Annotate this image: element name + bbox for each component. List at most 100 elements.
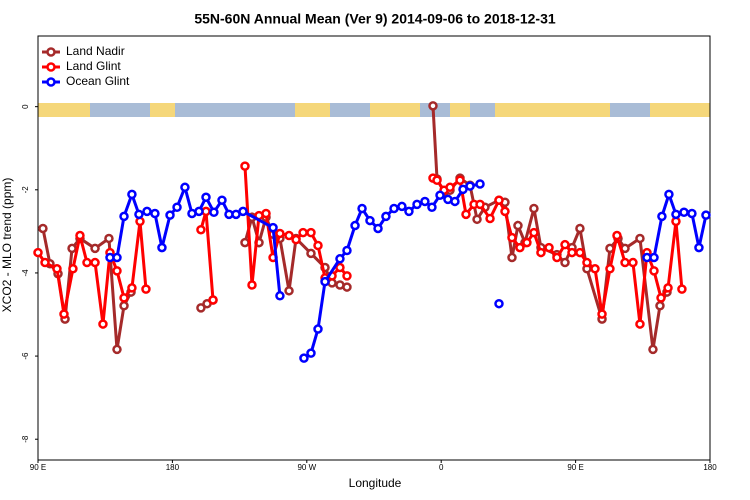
point bbox=[612, 230, 622, 241]
chart-title: 55N-60N Annual Mean (Ver 9) 2014-09-06 t… bbox=[194, 11, 556, 27]
point bbox=[119, 301, 129, 311]
x-tick-label: 90 W bbox=[297, 463, 316, 472]
point bbox=[59, 309, 69, 319]
point bbox=[52, 264, 62, 274]
y-tick-label: -8 bbox=[21, 435, 30, 443]
point bbox=[552, 252, 562, 263]
point bbox=[335, 262, 345, 273]
point bbox=[68, 264, 78, 274]
point bbox=[428, 101, 438, 111]
point bbox=[150, 208, 160, 219]
point bbox=[320, 276, 330, 287]
point bbox=[172, 202, 182, 213]
point bbox=[82, 257, 92, 268]
point bbox=[657, 211, 667, 222]
point bbox=[635, 319, 645, 329]
point bbox=[427, 202, 437, 213]
point bbox=[240, 161, 250, 171]
point bbox=[165, 210, 175, 220]
y-tick-label: -6 bbox=[21, 352, 30, 360]
point bbox=[582, 257, 592, 268]
point bbox=[299, 353, 309, 363]
point bbox=[217, 195, 227, 205]
point bbox=[38, 223, 48, 234]
point bbox=[196, 303, 206, 313]
point bbox=[196, 224, 206, 235]
point bbox=[208, 295, 218, 305]
legend-marker bbox=[46, 47, 56, 57]
point bbox=[284, 286, 294, 296]
point bbox=[590, 264, 600, 274]
x-tick-label: 90 E bbox=[30, 463, 46, 472]
point bbox=[342, 245, 352, 256]
point bbox=[475, 199, 485, 210]
point bbox=[90, 257, 100, 268]
point bbox=[529, 227, 539, 238]
point bbox=[679, 207, 689, 218]
point bbox=[268, 222, 278, 233]
point bbox=[33, 247, 43, 258]
point bbox=[275, 291, 285, 301]
point bbox=[500, 206, 510, 217]
x-axis-label: Longitude bbox=[349, 476, 402, 490]
point bbox=[560, 239, 570, 250]
point bbox=[90, 243, 100, 254]
point bbox=[306, 348, 316, 358]
y-axis-label: XCO2 - MLO trend (ppm) bbox=[0, 178, 14, 313]
point bbox=[306, 248, 316, 259]
point bbox=[40, 257, 50, 268]
point bbox=[298, 227, 308, 238]
point bbox=[104, 233, 114, 244]
point bbox=[655, 301, 665, 311]
point bbox=[119, 211, 129, 222]
point bbox=[313, 324, 323, 334]
point bbox=[306, 227, 316, 238]
point bbox=[605, 264, 615, 274]
point bbox=[455, 175, 465, 185]
point bbox=[313, 240, 323, 251]
point bbox=[112, 252, 122, 263]
point bbox=[389, 203, 399, 214]
point bbox=[458, 184, 468, 195]
point bbox=[671, 209, 681, 220]
point bbox=[261, 208, 271, 219]
point bbox=[112, 266, 122, 276]
point bbox=[284, 230, 294, 241]
point bbox=[98, 319, 108, 329]
point bbox=[450, 196, 460, 207]
point bbox=[445, 182, 455, 193]
x-tick-label: 180 bbox=[166, 463, 180, 472]
y-tick-label: 0 bbox=[21, 104, 30, 109]
point bbox=[142, 206, 152, 217]
x-tick-label: 0 bbox=[439, 463, 444, 472]
point bbox=[536, 247, 546, 258]
point bbox=[240, 237, 250, 248]
point bbox=[381, 211, 391, 222]
point bbox=[475, 179, 485, 189]
legend-label: Land Glint bbox=[66, 59, 121, 73]
point bbox=[648, 344, 658, 355]
legend-label: Land Nadir bbox=[66, 44, 125, 58]
point bbox=[664, 189, 674, 200]
point bbox=[494, 195, 504, 205]
point bbox=[597, 309, 607, 319]
point bbox=[575, 247, 585, 258]
point bbox=[412, 199, 422, 210]
point bbox=[112, 344, 122, 355]
point bbox=[529, 203, 539, 214]
series-line bbox=[36, 166, 684, 325]
point bbox=[432, 175, 442, 185]
point bbox=[507, 252, 517, 263]
point bbox=[119, 293, 129, 303]
point bbox=[291, 234, 301, 245]
point bbox=[461, 209, 471, 220]
point bbox=[494, 298, 504, 309]
point bbox=[544, 242, 554, 253]
point bbox=[404, 206, 414, 217]
point bbox=[515, 242, 525, 253]
point bbox=[701, 210, 711, 220]
point bbox=[342, 271, 352, 281]
point bbox=[560, 257, 570, 268]
